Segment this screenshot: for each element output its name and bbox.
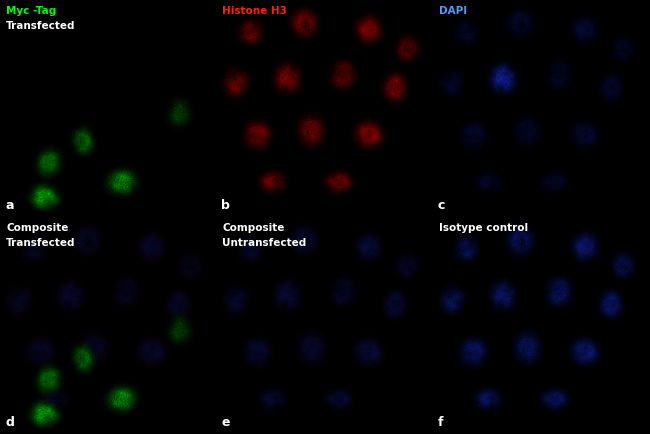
Text: Myc -Tag: Myc -Tag [6,6,57,16]
Text: Transfected: Transfected [6,238,76,248]
Text: b: b [222,199,230,212]
Text: Composite: Composite [6,223,69,233]
Text: Transfected: Transfected [6,21,76,31]
Text: a: a [5,199,14,212]
Text: Composite: Composite [222,223,285,233]
Text: d: d [5,416,14,429]
Text: Histone H3: Histone H3 [222,6,287,16]
Text: DAPI: DAPI [439,6,467,16]
Text: f: f [437,416,443,429]
Text: e: e [222,416,230,429]
Text: Isotype control: Isotype control [439,223,528,233]
Text: c: c [437,199,445,212]
Text: Untransfected: Untransfected [222,238,307,248]
